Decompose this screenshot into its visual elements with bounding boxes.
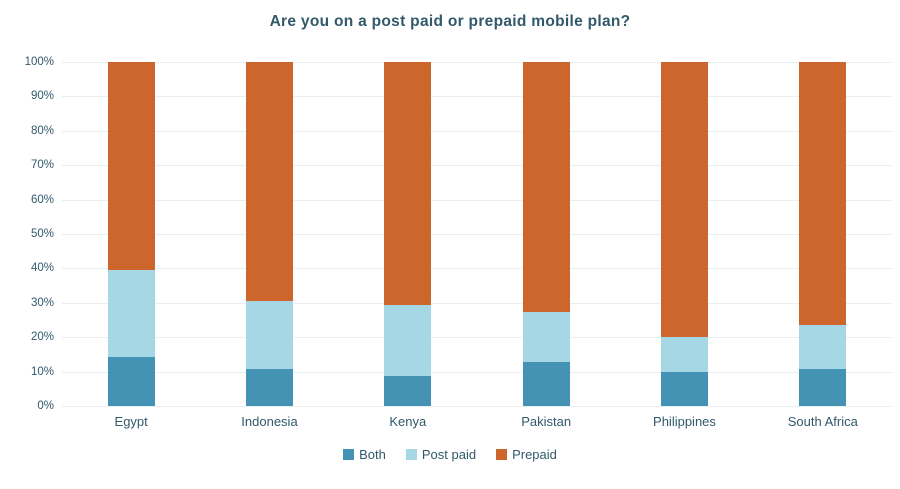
- gridline: [62, 62, 892, 63]
- x-axis-label: South Africa: [787, 414, 858, 429]
- gridline: [62, 199, 892, 201]
- y-tick-label: 70%: [30, 159, 54, 172]
- bar-segment-post-paid: [799, 324, 847, 370]
- bar-indonesia: [245, 62, 293, 406]
- plot-area: [62, 62, 892, 407]
- bar-segment-prepaid: [522, 62, 570, 313]
- y-tick-label: 10%: [30, 365, 54, 378]
- bar-slot: [339, 62, 477, 406]
- y-axis: 0% 10% 20% 30% 40% 50% 60% 70% 80% 90% 100%: [0, 56, 54, 412]
- gridline: [62, 337, 892, 339]
- x-axis-label: Indonesia: [241, 414, 298, 429]
- legend-swatch: [496, 449, 508, 460]
- y-tick-label: 20%: [30, 331, 54, 344]
- gridline: [62, 234, 892, 235]
- bar-segment-prepaid: [245, 62, 293, 301]
- bar-segment-post-paid: [522, 312, 570, 363]
- bar-segment-prepaid: [107, 62, 155, 271]
- y-tick-label: 50%: [30, 228, 54, 240]
- gridline: [62, 130, 892, 132]
- bar-segment-both: [799, 369, 847, 406]
- y-tick-label: 30%: [30, 296, 54, 309]
- bar-slot: [477, 62, 615, 406]
- bar-philippines: [660, 62, 708, 406]
- legend-item-both: Both: [343, 447, 386, 462]
- bar-slot: [754, 62, 892, 406]
- y-tick-label: 60%: [30, 193, 54, 206]
- bar-segment-prepaid: [384, 62, 432, 305]
- gridline: [62, 406, 892, 407]
- bar-segment-both: [245, 369, 293, 406]
- y-tick-label: 0%: [37, 400, 54, 412]
- legend-swatch: [343, 449, 355, 460]
- legend-item-prepaid: Prepaid: [496, 447, 557, 462]
- bar-slot: [615, 62, 753, 406]
- legend-label: Post paid: [421, 447, 477, 462]
- bar-segment-both: [107, 356, 155, 406]
- gridline: [62, 165, 892, 167]
- x-axis-label: Kenya: [389, 414, 427, 429]
- bar-pakistan: [522, 62, 570, 406]
- bar-segment-both: [522, 362, 570, 406]
- bar-segment-both: [384, 376, 432, 406]
- bar-segment-post-paid: [384, 304, 432, 377]
- y-tick-label: 100%: [24, 56, 54, 68]
- gridline: [62, 268, 892, 270]
- bar-segment-post-paid: [107, 270, 155, 357]
- bar-segment-post-paid: [245, 300, 293, 370]
- bar-segment-post-paid: [660, 336, 708, 373]
- y-tick-label: 80%: [30, 124, 54, 137]
- x-axis-label: Philippines: [653, 414, 716, 429]
- y-tick-label: 40%: [30, 262, 54, 275]
- bars: [62, 62, 892, 406]
- bar-kenya: [384, 62, 432, 406]
- gridline: [62, 96, 892, 98]
- chart-title: Are you on a post paid or prepaid mobile…: [269, 13, 631, 30]
- bar-slot: [62, 62, 200, 406]
- bar-south-africa: [799, 62, 847, 406]
- y-tick-label: 90%: [30, 90, 54, 103]
- x-axis-label: Pakistan: [521, 414, 572, 429]
- legend-label: Prepaid: [512, 447, 557, 462]
- x-axis: Egypt Indonesia Kenya Pakistan Philippines So…: [62, 414, 892, 429]
- gridline: [62, 371, 892, 373]
- gridline: [62, 302, 892, 304]
- bar-segment-prepaid: [660, 62, 708, 337]
- legend-label: Both: [359, 447, 386, 462]
- legend-item-post-paid: Post paid: [405, 447, 477, 462]
- bar-segment-prepaid: [799, 62, 847, 325]
- x-axis-label: Egypt: [114, 414, 148, 429]
- bar-egypt: [107, 62, 155, 406]
- legend-swatch: [405, 449, 417, 460]
- legend: Both Post paid Prepaid: [0, 447, 900, 462]
- bar-slot: [200, 62, 338, 406]
- bar-segment-both: [660, 372, 708, 406]
